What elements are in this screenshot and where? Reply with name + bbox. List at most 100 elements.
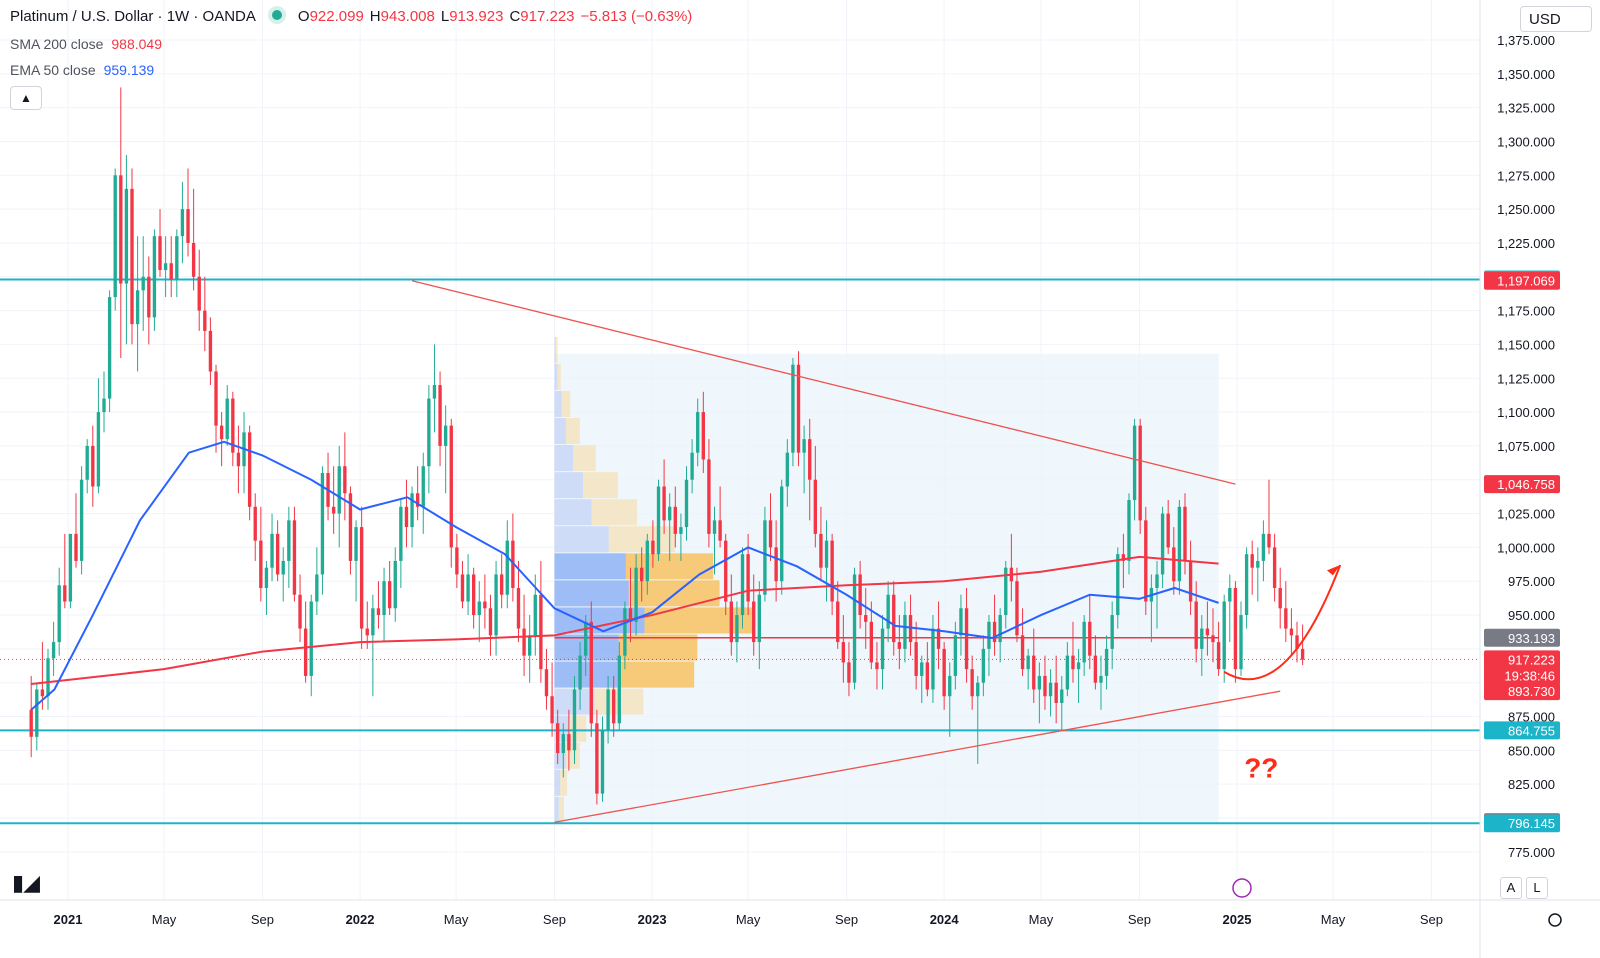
candle-body [1082,621,1086,663]
y-tick-label: 1,175.000 [1497,304,1555,319]
candle [483,574,487,629]
candle [1088,594,1092,670]
candle [1093,635,1098,690]
candle-body [1088,621,1092,656]
candle [567,709,571,771]
candle-body [443,425,448,446]
candle [886,581,890,643]
candle-body [483,601,487,609]
candle-body [623,608,627,656]
candle [527,615,532,683]
candle [63,533,67,609]
candle [1244,547,1249,629]
candle-body [668,506,672,521]
candle-body [584,621,588,656]
candle [1043,655,1047,710]
candle [191,188,196,291]
candle-body [746,554,750,602]
x-tick-label: May [1029,912,1054,927]
candle-body [1060,689,1064,703]
candle-body [382,581,386,616]
candle [163,236,168,298]
candle [1233,581,1238,683]
candle-body [572,689,577,751]
candle [841,615,846,683]
candle [897,615,902,670]
candle [376,581,381,629]
candle-body [488,608,493,636]
candle [113,168,117,311]
y-tick-label: 1,100.000 [1497,405,1555,420]
candle [315,547,319,616]
candle-body [1144,520,1148,602]
candle-body [875,662,879,670]
candle-body [376,608,381,616]
candle-body [371,608,375,636]
y-tick-label: 1,375.000 [1497,33,1555,48]
candle-body [1020,635,1025,670]
candle [981,635,986,697]
price-label: 796.145 [1508,816,1555,831]
candle-body [1071,655,1075,670]
projection-arrow [1223,564,1342,681]
candle-body [427,398,431,467]
candle [544,648,549,710]
candle [1295,621,1299,663]
candle-body [331,506,336,514]
candle-body [1244,554,1249,616]
candle [740,547,745,629]
candle-body [1256,560,1260,568]
candle [561,723,565,778]
candle-body [1284,608,1288,629]
candle-body [802,439,806,453]
sma-indicator-legend[interactable]: SMA 200 close 988.049 [10,36,162,52]
candle [432,344,437,433]
candle [253,493,257,561]
candle [242,412,246,494]
candle-body [1233,587,1238,670]
candle [813,445,818,548]
candle [1144,506,1148,616]
candle [281,547,285,602]
candle-body [981,648,986,683]
volume-bar-up [554,390,562,417]
candle-body [690,452,694,480]
candle-body [651,540,655,555]
candle-body [556,723,560,754]
candle [292,506,297,602]
candle [987,615,991,676]
candle-body [696,412,700,453]
log-scale-button[interactable]: L [1526,877,1548,899]
auto-scale-button[interactable]: A [1500,877,1522,899]
candle-body [1121,554,1126,561]
candle-body [920,662,924,676]
candle-body [163,263,168,271]
y-tick-label: 850.000 [1508,743,1555,758]
x-tick-label: Sep [251,912,274,927]
candle [326,452,330,521]
candle [264,560,269,616]
candle [768,493,773,561]
volume-bar-down [568,715,587,742]
currency-selector[interactable]: USD [1520,6,1592,32]
candle-body [679,527,683,534]
candle-body [847,662,851,683]
y-tick-label: 1,025.000 [1497,507,1555,522]
x-tick-label: Sep [543,912,566,927]
collapse-legend-button[interactable]: ▲ [10,86,42,110]
candle-body [914,642,918,676]
volume-bar-down [557,363,561,390]
candle-body [119,175,123,284]
candle [1071,621,1075,683]
price-label-box [1484,628,1560,647]
candle [864,587,868,649]
candle-body [606,689,610,731]
candle-body [539,594,543,670]
candle [757,581,761,670]
candle-body [662,486,666,521]
candle-body [1004,567,1008,616]
ema-indicator-legend[interactable]: EMA 50 close 959.139 [10,62,154,78]
candle-body [852,574,857,683]
y-tick-label: 1,300.000 [1497,134,1555,149]
